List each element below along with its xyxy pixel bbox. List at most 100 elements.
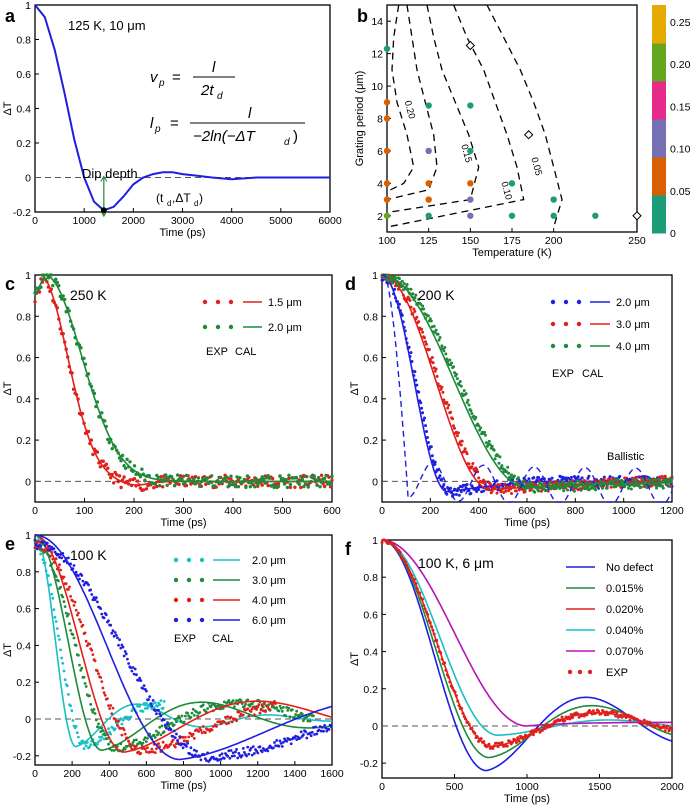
exp-point [209, 705, 213, 709]
exp-point [540, 489, 543, 493]
exp-point [417, 390, 421, 394]
legend-dots [199, 557, 205, 563]
exp-point [295, 738, 299, 741]
exp-point [84, 744, 88, 748]
exp-point [109, 732, 113, 736]
exp-point [189, 482, 193, 486]
exp-point [192, 737, 196, 740]
colorbar: 0 0.05 0.10 0.15 0.20 0.25 [652, 5, 691, 240]
exp-point [605, 486, 609, 490]
x-tick-label: 1500 [588, 781, 612, 793]
exp-point [465, 483, 469, 486]
y-tick-label: 0 [372, 721, 378, 733]
exp-point [490, 444, 494, 448]
exp-point [226, 485, 230, 489]
exp-point [551, 723, 555, 727]
exp-point [235, 719, 239, 723]
exp-point [74, 724, 78, 728]
exp-point [524, 484, 528, 488]
exp-point [501, 486, 505, 490]
exp-point [442, 398, 446, 402]
exp-point [508, 739, 512, 743]
exp-point [149, 750, 153, 754]
exp-point [226, 715, 230, 718]
exp-point [155, 484, 159, 489]
exp-point [71, 719, 75, 722]
exp-point [198, 484, 202, 489]
exp-point [58, 638, 61, 641]
exp-point [118, 638, 121, 642]
exp-point [428, 621, 432, 625]
y-tick-label: 1 [25, 0, 31, 12]
exp-point [114, 633, 118, 637]
formula-lp-eq: = [170, 115, 179, 132]
exp-point [173, 745, 177, 749]
exp-point [306, 485, 310, 489]
exp-point [66, 355, 70, 359]
exp-point [431, 361, 435, 365]
exp-point [88, 745, 91, 749]
exp-point [503, 482, 507, 486]
exp-point [146, 483, 150, 488]
exp-point [143, 736, 147, 740]
legend-cal-label: CAL [235, 346, 256, 358]
exp-point [107, 619, 110, 623]
legend-cal-label: CAL [212, 633, 233, 645]
exp-point [425, 436, 429, 439]
exp-point [229, 474, 233, 478]
exp-point [421, 304, 425, 308]
exp-point [530, 729, 534, 733]
legend-dots [199, 617, 205, 623]
exp-point [412, 307, 416, 311]
exp-point [96, 669, 99, 673]
chart-title: 125 K, 10 μm [68, 18, 146, 33]
exp-point [615, 711, 619, 715]
exp-point [123, 650, 127, 653]
legend-exp-label: EXP [206, 346, 228, 358]
exp-point [403, 329, 407, 333]
exp-point [418, 591, 422, 595]
exp-point [229, 715, 233, 719]
exp-point [82, 356, 86, 360]
exp-point [531, 485, 535, 489]
data-point [425, 180, 432, 187]
exp-point [195, 710, 198, 714]
exp-point [380, 541, 384, 545]
exp-point [191, 754, 195, 758]
exp-point [133, 667, 137, 671]
exp-point [90, 648, 94, 652]
exp-point [132, 738, 136, 742]
exp-point [126, 736, 129, 740]
exp-point [400, 279, 404, 283]
exp-point [444, 352, 448, 356]
exp-point [464, 486, 468, 490]
exp-point [421, 597, 424, 601]
y-tick-label: 4 [377, 178, 383, 190]
exp-point [216, 479, 220, 484]
diamond-marker [523, 130, 534, 140]
exp-point [74, 644, 78, 647]
exp-point [169, 742, 173, 746]
x-tick-label: 125 [420, 235, 438, 247]
data-point [383, 147, 391, 155]
exp-point [421, 330, 425, 334]
exp-point [69, 629, 72, 632]
exp-point [159, 733, 163, 737]
legend-dots [563, 321, 569, 327]
exp-point [495, 491, 499, 495]
chart-title: 200 K [418, 287, 455, 303]
exp-point [138, 475, 143, 479]
exp-point [71, 599, 75, 603]
exp-point [132, 477, 137, 481]
exp-point [177, 742, 181, 746]
exp-point [318, 725, 322, 728]
exp-point [165, 726, 168, 730]
exp-point [158, 725, 162, 729]
exp-point [413, 577, 417, 581]
exp-point [150, 704, 154, 708]
exp-point [61, 294, 65, 298]
exp-point [85, 741, 89, 744]
x-tick-label: 200 [125, 505, 143, 517]
exp-point [49, 583, 52, 586]
exp-point [245, 754, 249, 758]
